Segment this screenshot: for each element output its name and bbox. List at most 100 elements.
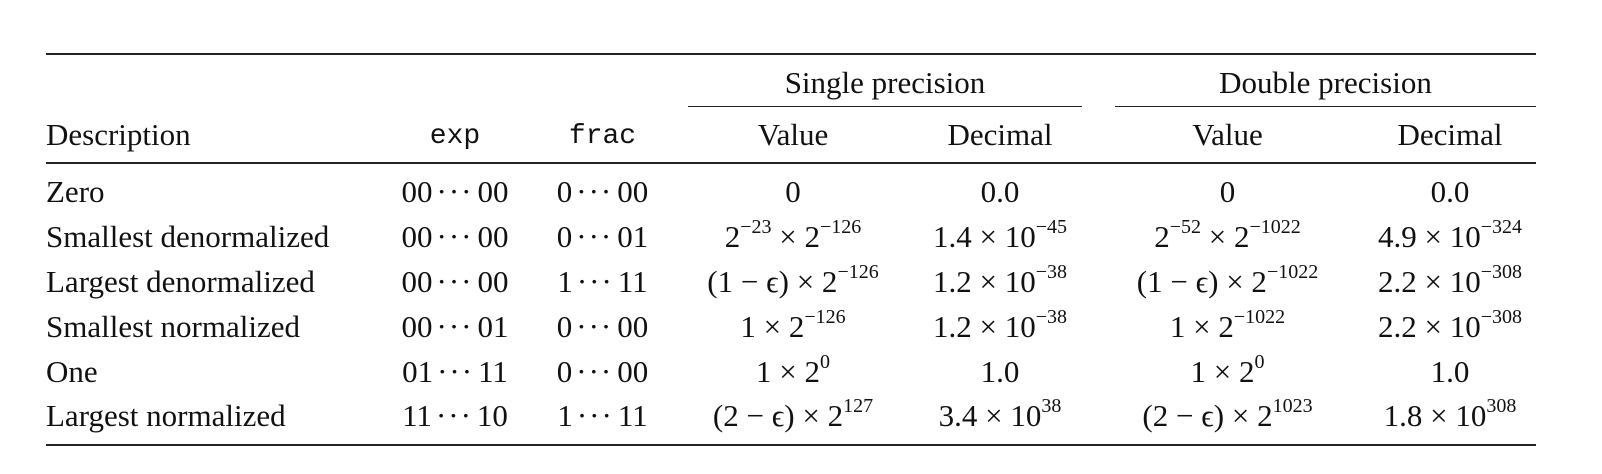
frac-dots: ···	[576, 398, 614, 433]
decimal-text: 4.9 × 10	[1377, 219, 1481, 254]
row-description: Largest denormalized	[46, 264, 315, 299]
row-single-decimal: 3.4 × 1038	[910, 396, 1090, 436]
decimal-text: 0.0	[980, 174, 1020, 209]
decimal-text: 1.2 × 10	[932, 309, 1036, 344]
row-double-decimal: 1.8 × 10308	[1355, 396, 1545, 436]
frac-head: 1	[557, 398, 573, 433]
frac-tail: 00	[617, 174, 649, 209]
row-double-value: 0	[1115, 172, 1340, 212]
exp-tail: 00	[477, 219, 509, 254]
frac-dots: ···	[576, 309, 614, 344]
exp-tail: 01	[477, 309, 509, 344]
row-exp: 00 ··· 01	[390, 307, 520, 347]
column-header-single-value: Value	[757, 117, 829, 152]
value-text: (1 − ϵ) × 2	[707, 264, 838, 299]
column-header-double-decimal: Decimal	[1397, 117, 1503, 152]
value-exponent-2: −1022	[1249, 216, 1301, 238]
exp-head: 11	[402, 398, 432, 433]
frac-tail: 01	[617, 219, 649, 254]
row-double-decimal: 1.0	[1355, 352, 1545, 392]
decimal-exponent: −308	[1480, 306, 1522, 328]
row-double-value: (1 − ϵ) × 2−1022	[1115, 262, 1340, 302]
exp-dots: ···	[436, 309, 474, 344]
value-exponent: 127	[843, 395, 874, 417]
row-exp: 11 ··· 10	[390, 396, 520, 436]
row-description: Smallest denormalized	[46, 219, 330, 254]
row-single-decimal: 1.4 × 10−45	[910, 217, 1090, 257]
frac-head: 0	[556, 219, 573, 254]
frac-dots: ···	[576, 264, 614, 299]
row-double-value: 2−52 × 2−1022	[1115, 217, 1340, 257]
decimal-text: 1.0	[1430, 354, 1470, 389]
frac-head: 0	[556, 174, 573, 209]
group-header-single-precision: Single precision	[784, 65, 986, 100]
exp-head: 00	[401, 219, 433, 254]
table-bottom-rule	[46, 444, 1536, 446]
decimal-text: 2.2 × 10	[1377, 309, 1481, 344]
value-text-2: × 2	[1201, 219, 1250, 254]
row-description: Largest normalized	[46, 398, 286, 433]
value-text: 1 × 2	[756, 354, 820, 389]
exp-tail: 00	[477, 174, 509, 209]
row-single-value: 2−23 × 2−126	[688, 217, 898, 257]
row-single-decimal: 1.0	[910, 352, 1090, 392]
row-double-value: (2 − ϵ) × 21023	[1115, 396, 1340, 436]
row-description: One	[46, 354, 98, 389]
column-header-exp: exp	[429, 121, 481, 152]
value-exponent: 1023	[1272, 395, 1313, 417]
column-header-description: Description	[46, 117, 191, 152]
value-text: 1 × 2	[1190, 354, 1255, 389]
row-single-value: 1 × 20	[688, 352, 898, 392]
header-bottom-rule	[46, 162, 1536, 164]
row-double-decimal: 4.9 × 10−324	[1355, 217, 1545, 257]
decimal-exponent: −38	[1035, 261, 1067, 283]
row-double-value: 1 × 2−1022	[1115, 307, 1340, 347]
exp-tail: 00	[477, 264, 509, 299]
exp-head: 00	[401, 309, 433, 344]
value-text: 1 × 2	[740, 309, 805, 344]
exp-head: 01	[402, 354, 434, 389]
decimal-exponent: −324	[1480, 216, 1522, 238]
frac-head: 1	[557, 264, 573, 299]
row-single-decimal: 1.2 × 10−38	[910, 307, 1090, 347]
row-exp: 00 ··· 00	[390, 172, 520, 212]
row-double-decimal: 2.2 × 10−308	[1355, 307, 1545, 347]
row-description: Zero	[46, 174, 105, 209]
row-double-value: 1 × 20	[1115, 352, 1340, 392]
exp-tail: 11	[478, 354, 508, 389]
decimal-exponent: −45	[1035, 216, 1067, 238]
exp-dots: ···	[435, 398, 473, 433]
frac-tail: 11	[617, 398, 648, 433]
exp-dots: ···	[436, 174, 474, 209]
row-exp: 00 ··· 00	[390, 217, 520, 257]
frac-dots: ···	[576, 354, 614, 389]
decimal-exponent: −308	[1480, 261, 1522, 283]
exp-head: 00	[401, 174, 433, 209]
frac-head: 0	[556, 309, 573, 344]
table-top-rule	[46, 53, 1536, 55]
decimal-text: 3.4 × 10	[938, 398, 1042, 433]
row-exp: 01 ··· 11	[390, 352, 520, 392]
frac-tail: 00	[617, 309, 649, 344]
row-frac: 1 ··· 11	[545, 262, 660, 302]
row-single-value: 0	[688, 172, 898, 212]
decimal-exponent: −38	[1035, 306, 1067, 328]
value-text: 2	[724, 219, 741, 254]
row-frac: 0 ··· 00	[545, 352, 660, 392]
row-frac: 0 ··· 01	[545, 217, 660, 257]
row-description: Smallest normalized	[46, 309, 300, 344]
exp-dots: ···	[436, 264, 474, 299]
exp-dots: ···	[437, 354, 475, 389]
frac-dots: ···	[576, 219, 614, 254]
value-exponent: −126	[804, 306, 846, 328]
decimal-text: 1.8 × 10	[1383, 398, 1487, 433]
value-text: 2	[1154, 219, 1170, 254]
exp-head: 00	[401, 264, 433, 299]
column-header-double-value: Value	[1192, 117, 1263, 152]
decimal-text: 1.0	[980, 354, 1020, 389]
decimal-exponent: 38	[1041, 395, 1062, 417]
column-header-single-decimal: Decimal	[947, 117, 1053, 152]
decimal-text: 1.2 × 10	[932, 264, 1036, 299]
row-single-value: (2 − ϵ) × 2127	[688, 396, 898, 436]
column-header-frac: frac	[568, 121, 637, 152]
